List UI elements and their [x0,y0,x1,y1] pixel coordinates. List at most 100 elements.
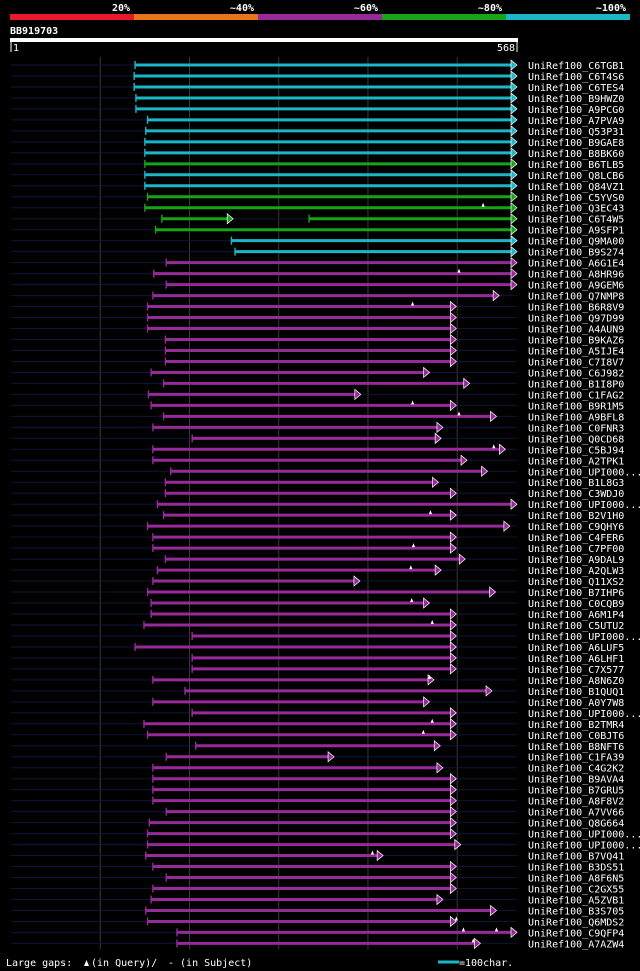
hit-label: UniRef100_C0FNR3 [528,423,624,434]
hit-end-arrow [449,860,457,873]
query-title: BB919703 [10,26,58,37]
hit-label: UniRef100_A5IJE4 [528,346,624,357]
query-bar [10,38,518,42]
legend-label: ~100% [596,3,626,14]
hit-end-arrow [510,103,518,115]
hit-label: UniRef100_Q84VZ1 [528,182,624,193]
hit-label: UniRef100_B7VQ41 [528,852,624,863]
hit-end-arrow [510,147,518,159]
hit-end-arrow [449,542,457,554]
hit-end-arrow [510,234,518,247]
hit-label: UniRef100_C6TES4 [528,83,624,94]
hit-end-arrow [510,158,518,170]
hit-end-arrow [485,685,493,697]
hit-label: UniRef100_C9QHY6 [528,522,624,533]
legend-label: 20% [112,3,130,14]
hit-label: UniRef100_B8NFT6 [528,742,624,753]
hit-label: UniRef100_C3WDJ0 [528,489,624,500]
hit-label: UniRef100_C2GX55 [528,885,624,896]
hit-end-arrow [449,816,457,829]
hit-end-arrow [510,256,518,269]
hit-label: UniRef100_A6LHF1 [528,654,624,665]
hit-end-arrow [449,641,457,653]
hit-end-arrow [449,355,457,368]
hit-label: UniRef100_A0Y7W8 [528,698,624,709]
hit-label: UniRef100_A9BFL8 [528,412,624,423]
hit-end-arrow [510,70,518,82]
hit-end-arrow [327,750,335,763]
hit-label: UniRef100_C1FAG2 [528,390,624,401]
insertion-marker [430,619,434,624]
hit-end-arrow [436,421,444,434]
hit-label: UniRef100_A4AUN9 [528,325,624,336]
hit-end-arrow [449,718,457,730]
hit-label: UniRef100_A9DAL9 [528,555,624,566]
hit-label: UniRef100_B9AVA4 [528,775,624,786]
hit-end-arrow [432,476,440,488]
hit-end-arrow [449,608,457,620]
hit-end-arrow [510,81,518,93]
hit-label: UniRef100_B9R1M5 [528,401,624,412]
hit-label: UniRef100_A9PCG0 [528,105,624,116]
insertion-marker [492,444,496,449]
hit-label: UniRef100_B6TLB5 [528,160,624,171]
hit-label: UniRef100_C6J982 [528,368,624,379]
hit-label: UniRef100_B3S705 [528,906,624,917]
insertion-marker [461,927,466,932]
axis-start-label: 1 [13,43,19,54]
hit-end-arrow [510,59,518,71]
hit-end-arrow [449,707,457,719]
hit-end-arrow [510,926,518,939]
hit-end-arrow [510,114,518,126]
hit-label: UniRef100_UPI000... [528,709,640,720]
hit-label: UniRef100_C7PF00 [528,544,624,555]
hit-end-arrow [353,575,361,587]
hit-end-arrow [354,388,362,401]
hit-end-arrow [449,663,457,675]
hit-label: UniRef100_A8F6N5 [528,874,624,885]
hit-end-arrow [490,904,498,917]
hit-end-arrow [510,169,518,181]
hit-end-arrow [510,136,518,148]
insertion-marker [421,729,425,734]
hit-end-arrow [449,344,457,357]
hit-end-arrow [449,531,457,543]
hit-label: UniRef100_Q53P31 [528,127,624,138]
hit-label: UniRef100_Q8G664 [528,819,624,830]
hit-label: UniRef100_C5BJ94 [528,445,624,456]
hit-label: UniRef100_C0BJT6 [528,731,624,742]
hit-end-arrow [449,300,457,313]
hit-label: UniRef100_A7PVA9 [528,116,624,127]
hit-end-arrow [510,267,518,280]
insertion-marker [494,927,499,932]
hit-end-arrow [449,794,457,807]
hit-label: UniRef100_C4G2K2 [528,764,624,775]
hit-label: UniRef100_C6T4S6 [528,72,624,83]
hit-end-arrow [499,443,506,456]
hit-end-arrow [449,619,457,631]
legend-swatch-5 [506,14,630,20]
insertion-marker [430,718,434,723]
hit-end-arrow [226,212,234,225]
hit-label: UniRef100_C4FER6 [528,533,624,544]
hit-label: UniRef100_C5UTU2 [528,621,624,632]
insertion-marker [410,400,415,405]
hit-end-arrow [510,191,518,203]
hit-label: UniRef100_A7VV66 [528,808,624,819]
insertion-marker [428,510,433,515]
hit-label: UniRef100_A7AZW4 [528,939,624,950]
hit-end-arrow [449,487,457,499]
hit-end-arrow [449,333,457,346]
insertion-marker [427,674,432,679]
legend-label: ~40% [230,3,254,14]
scale-label: =100char. [459,958,513,969]
hit-label: UniRef100_Q9MA00 [528,237,624,248]
legend-label: ~80% [478,3,502,14]
hit-label: UniRef100_UPI000... [528,830,640,841]
insertion-marker [410,598,414,603]
hit-end-arrow [449,311,457,324]
hit-label: UniRef100_B8BK60 [528,149,624,160]
hit-end-arrow [510,180,518,192]
hit-label: UniRef100_A8N6Z0 [528,676,624,687]
hit-end-arrow [449,882,457,895]
